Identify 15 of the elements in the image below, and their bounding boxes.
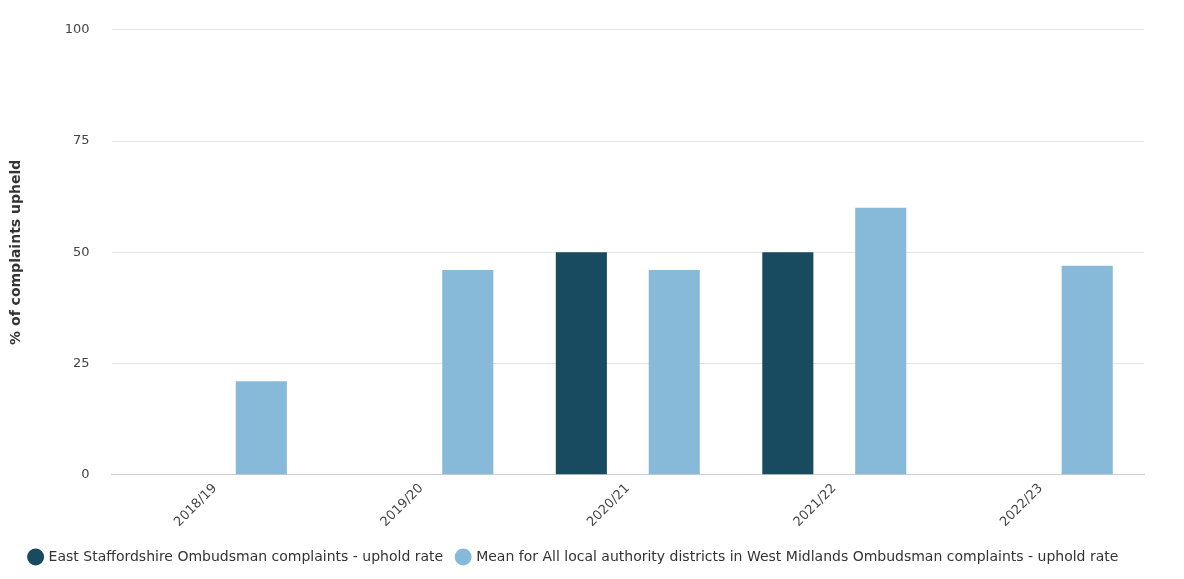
y-tick-label: 25 <box>73 354 90 370</box>
legend-label: Mean for All local authority districts in West Midlands Ombudsman complaints - uphold rate <box>476 547 1119 564</box>
bar <box>235 381 287 475</box>
y-tick-label: 0 <box>81 466 90 482</box>
bar <box>442 270 494 475</box>
bar <box>762 252 814 475</box>
y-tick-label: 100 <box>64 21 90 37</box>
bar <box>555 252 607 475</box>
y-tick-label: 75 <box>73 132 90 148</box>
bar <box>855 207 907 475</box>
bar <box>1061 265 1113 475</box>
y-axis-title: % of complaints upheld <box>7 159 24 345</box>
legend-label: East Staffordshire Ombudsman complaints - uphold rate <box>48 547 444 564</box>
y-tick-label: 50 <box>73 243 90 259</box>
bar <box>648 270 700 475</box>
